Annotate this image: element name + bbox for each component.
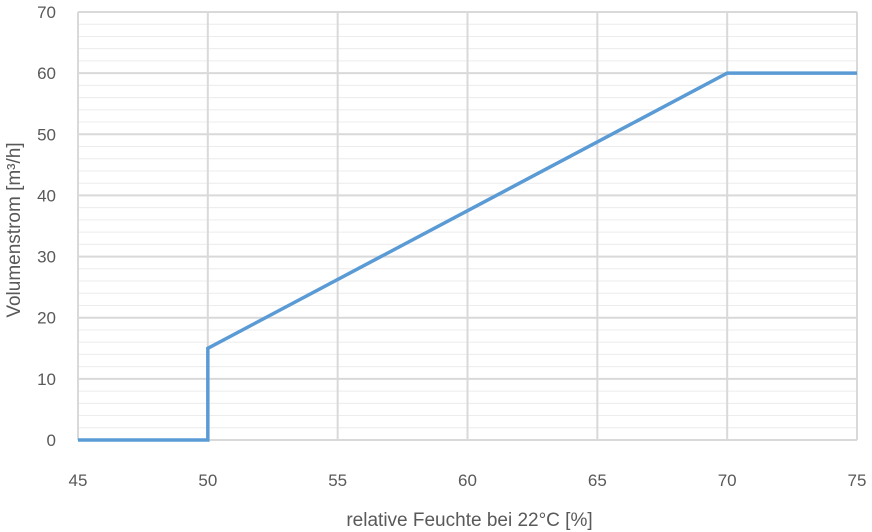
y-tick-label: 70 bbox=[37, 3, 56, 22]
x-tick-label: 75 bbox=[848, 471, 867, 490]
y-tick-label: 40 bbox=[37, 186, 56, 205]
grid bbox=[77, 11, 858, 441]
x-tick-label: 70 bbox=[718, 471, 737, 490]
y-tick-label: 60 bbox=[37, 64, 56, 83]
y-axis-title: Volumenstrom [m³/h] bbox=[4, 142, 25, 317]
x-tick-label: 60 bbox=[458, 471, 477, 490]
y-tick-label: 20 bbox=[37, 309, 56, 328]
y-tick-label: 50 bbox=[37, 125, 56, 144]
y-tick-label: 0 bbox=[47, 431, 56, 450]
series-line bbox=[78, 71, 857, 442]
x-tick-label: 65 bbox=[588, 471, 607, 490]
tick-labels: 45 50 55 60 65 70 75 0 10 20 30 40 50 60 70 bbox=[37, 3, 866, 490]
y-tick-label: 30 bbox=[37, 248, 56, 267]
x-tick-label: 50 bbox=[198, 471, 217, 490]
x-tick-label: 55 bbox=[328, 471, 347, 490]
x-axis-title: relative Feuchte bei 22°C [%] bbox=[346, 510, 592, 531]
y-tick-label: 10 bbox=[37, 370, 56, 389]
x-tick-label: 45 bbox=[69, 471, 88, 490]
series-layer bbox=[78, 71, 857, 442]
